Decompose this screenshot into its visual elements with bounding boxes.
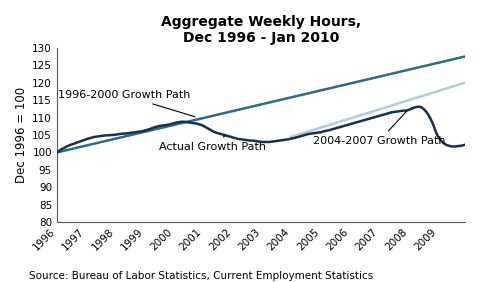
Text: Actual Growth Path: Actual Growth Path [159, 136, 266, 152]
Text: 1996-2000 Growth Path: 1996-2000 Growth Path [58, 90, 195, 117]
Y-axis label: Dec 1996 = 100: Dec 1996 = 100 [15, 87, 28, 183]
Text: Source: Bureau of Labor Statistics, Current Employment Statistics: Source: Bureau of Labor Statistics, Curr… [29, 271, 373, 281]
Title: Aggregate Weekly Hours,
Dec 1996 - Jan 2010: Aggregate Weekly Hours, Dec 1996 - Jan 2… [161, 15, 361, 45]
Text: 2004-2007 Growth Path: 2004-2007 Growth Path [313, 111, 446, 146]
